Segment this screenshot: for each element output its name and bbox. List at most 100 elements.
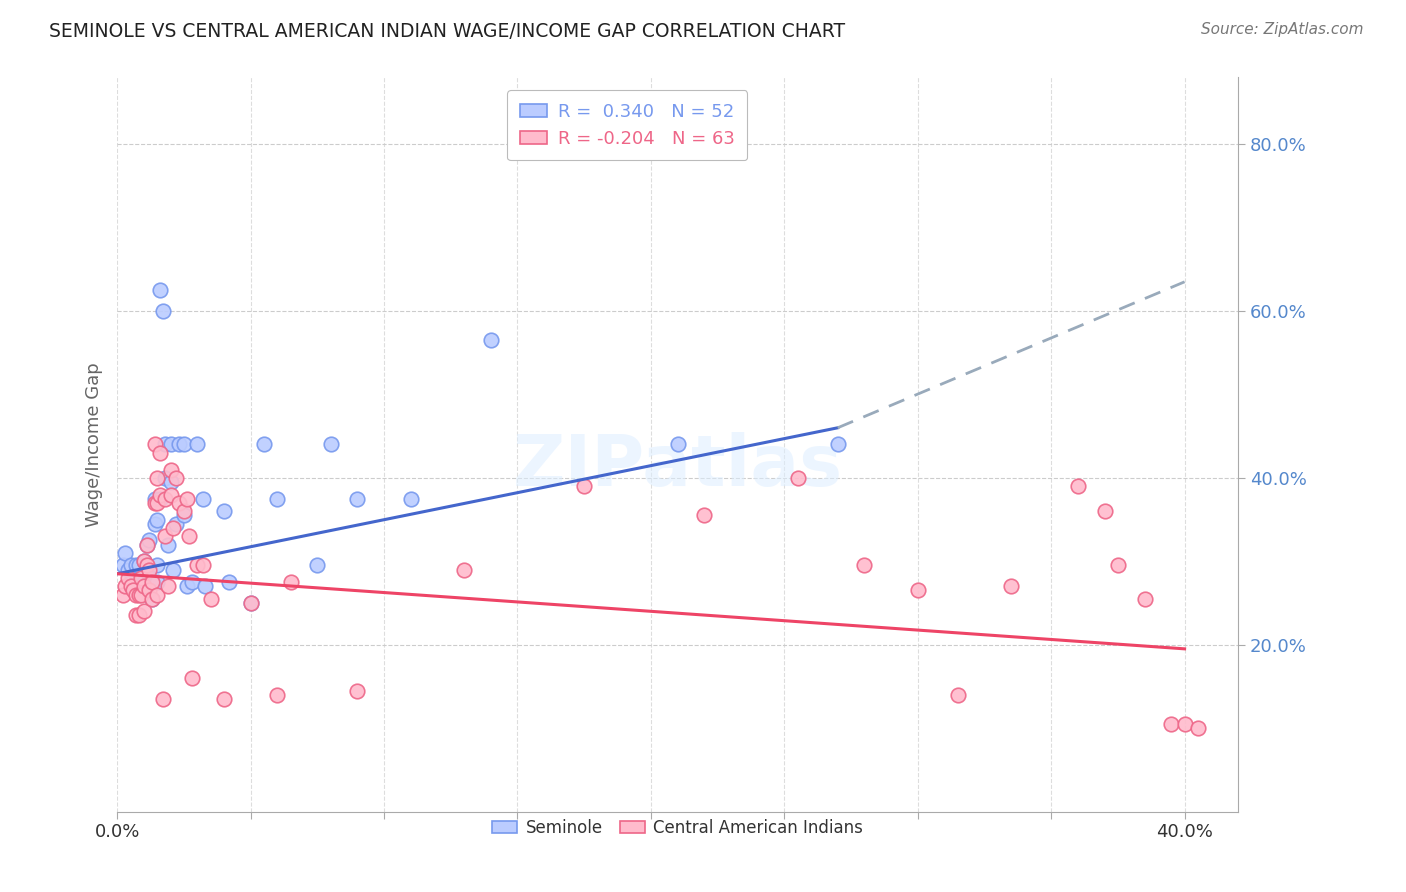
Point — [146, 588, 169, 602]
Point — [117, 563, 139, 577]
Point — [146, 575, 169, 590]
Point — [319, 437, 342, 451]
Point — [307, 558, 329, 573]
Point — [946, 688, 969, 702]
Point — [138, 533, 160, 548]
Point — [149, 283, 172, 297]
Point — [155, 529, 177, 543]
Point — [135, 538, 157, 552]
Point — [180, 671, 202, 685]
Point — [159, 462, 181, 476]
Point — [186, 558, 208, 573]
Point — [114, 546, 136, 560]
Point — [146, 471, 169, 485]
Point — [159, 487, 181, 501]
Point — [156, 538, 179, 552]
Point — [1094, 504, 1116, 518]
Point — [173, 508, 195, 523]
Point — [125, 588, 148, 602]
Point — [266, 491, 288, 506]
Point — [120, 579, 142, 593]
Point — [853, 558, 876, 573]
Point — [194, 579, 217, 593]
Point — [1160, 717, 1182, 731]
Point — [141, 575, 163, 590]
Point — [693, 508, 716, 523]
Point — [149, 491, 172, 506]
Point — [666, 437, 689, 451]
Point — [399, 491, 422, 506]
Point — [128, 579, 150, 593]
Point — [111, 588, 134, 602]
Text: Source: ZipAtlas.com: Source: ZipAtlas.com — [1201, 22, 1364, 37]
Y-axis label: Wage/Income Gap: Wage/Income Gap — [86, 362, 103, 527]
Point — [132, 579, 155, 593]
Point — [159, 475, 181, 489]
Point — [135, 558, 157, 573]
Point — [120, 558, 142, 573]
Point — [149, 446, 172, 460]
Text: SEMINOLE VS CENTRAL AMERICAN INDIAN WAGE/INCOME GAP CORRELATION CHART: SEMINOLE VS CENTRAL AMERICAN INDIAN WAGE… — [49, 22, 845, 41]
Point — [159, 437, 181, 451]
Point — [152, 304, 174, 318]
Legend: Seminole, Central American Indians: Seminole, Central American Indians — [485, 813, 869, 844]
Point — [786, 471, 808, 485]
Point — [146, 512, 169, 526]
Point — [129, 571, 152, 585]
Point — [132, 604, 155, 618]
Point — [165, 516, 187, 531]
Point — [156, 579, 179, 593]
Point — [200, 591, 222, 606]
Point — [120, 575, 142, 590]
Point — [1067, 479, 1090, 493]
Point — [346, 683, 368, 698]
Point — [266, 688, 288, 702]
Point — [180, 575, 202, 590]
Point — [143, 491, 166, 506]
Point — [129, 571, 152, 585]
Point — [212, 692, 235, 706]
Point — [125, 558, 148, 573]
Point — [239, 596, 262, 610]
Point — [143, 516, 166, 531]
Point — [138, 563, 160, 577]
Point — [149, 487, 172, 501]
Point — [176, 491, 198, 506]
Point — [1187, 721, 1209, 735]
Point — [117, 571, 139, 585]
Point — [132, 554, 155, 568]
Point — [162, 521, 184, 535]
Point — [1107, 558, 1129, 573]
Point — [239, 596, 262, 610]
Point — [143, 496, 166, 510]
Point — [176, 579, 198, 593]
Point — [173, 504, 195, 518]
Point — [125, 608, 148, 623]
Point — [167, 437, 190, 451]
Point — [143, 437, 166, 451]
Point — [186, 437, 208, 451]
Point — [111, 558, 134, 573]
Text: ZIPatlas: ZIPatlas — [513, 432, 842, 501]
Point — [907, 583, 929, 598]
Point — [191, 558, 214, 573]
Point — [146, 558, 169, 573]
Point — [129, 588, 152, 602]
Point — [152, 692, 174, 706]
Point — [179, 529, 201, 543]
Point — [132, 575, 155, 590]
Point — [212, 504, 235, 518]
Point — [155, 491, 177, 506]
Point — [253, 437, 276, 451]
Point — [453, 563, 475, 577]
Point — [572, 479, 595, 493]
Point — [128, 588, 150, 602]
Point — [128, 558, 150, 573]
Point — [141, 575, 163, 590]
Point — [138, 583, 160, 598]
Point — [162, 563, 184, 577]
Point — [135, 538, 157, 552]
Point — [191, 491, 214, 506]
Point — [132, 554, 155, 568]
Point — [146, 496, 169, 510]
